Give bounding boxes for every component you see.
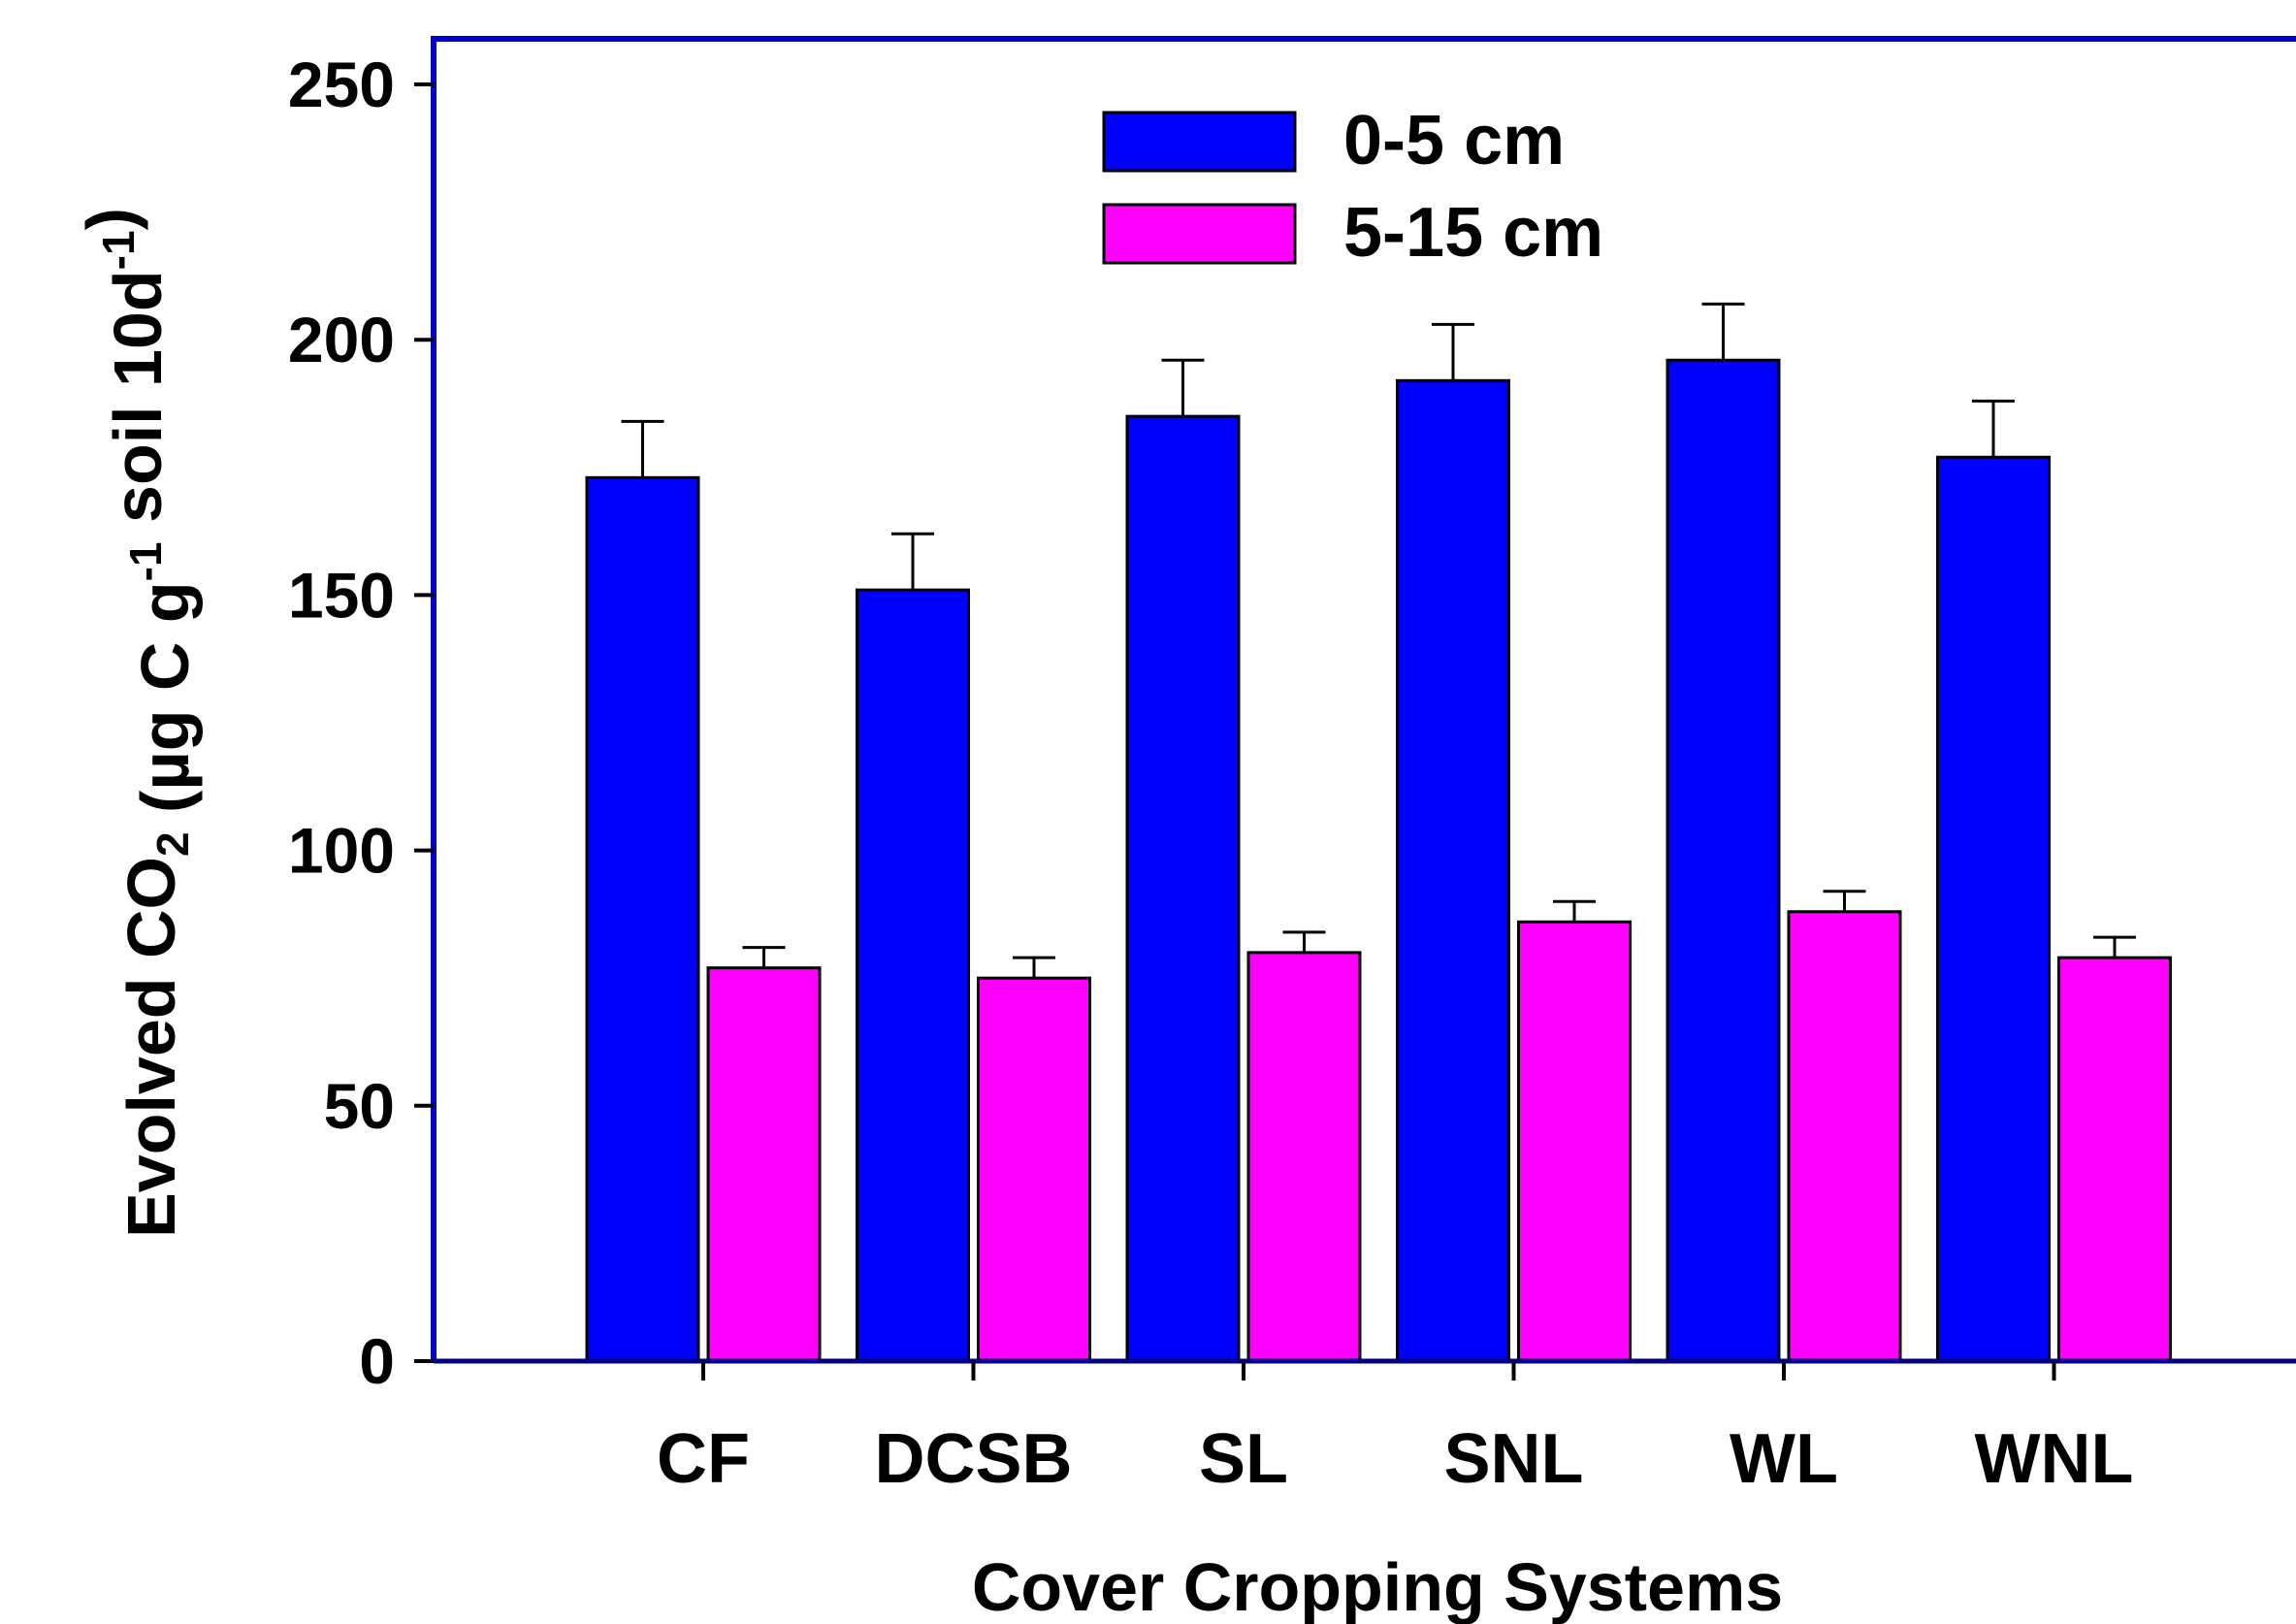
x-axis-title: Cover Cropping Systems bbox=[972, 1549, 1783, 1624]
axes: 0 50 100 150 200 250 CF DCSB SL SNL WL WNL bbox=[288, 49, 2296, 1498]
plot-border bbox=[431, 36, 2296, 1361]
legend-swatch-0-5cm bbox=[1102, 111, 1297, 173]
y-tick-label: 250 bbox=[288, 49, 395, 120]
y-tick-label: 50 bbox=[324, 1070, 395, 1142]
y-axis-title: Evolved CO2 (µg C g-1 soil 10d-1) bbox=[73, 208, 203, 1238]
bar-0-5cm-DCSB bbox=[856, 588, 970, 1363]
error-bars bbox=[621, 302, 2136, 979]
y-tick-label: 100 bbox=[288, 815, 395, 887]
bar-5-15cm-WNL bbox=[2057, 956, 2172, 1363]
bar-5-15cm-WL bbox=[1787, 910, 1902, 1363]
bar-5-15cm-SNL bbox=[1517, 920, 1632, 1363]
bar-5-15cm-DCSB bbox=[977, 976, 1091, 1363]
y-tick-label: 200 bbox=[288, 304, 395, 375]
legend: 0-5 cm 5-15 cm bbox=[1102, 102, 1603, 272]
category-label-SL: SL bbox=[1199, 1420, 1288, 1498]
bar-0-5cm-WNL bbox=[1936, 455, 2051, 1363]
category-label-WL: WL bbox=[1730, 1420, 1838, 1498]
bars bbox=[585, 358, 2172, 1363]
category-label-WNL: WNL bbox=[1975, 1420, 2134, 1498]
category-label-DCSB: DCSB bbox=[874, 1420, 1072, 1498]
y-tick-label: 150 bbox=[288, 559, 395, 631]
legend-swatch-5-15cm bbox=[1102, 203, 1297, 265]
bar-0-5cm-CF bbox=[585, 475, 700, 1363]
bar-5-15cm-CF bbox=[706, 966, 822, 1363]
category-label-SNL: SNL bbox=[1444, 1420, 1584, 1498]
category-label-CF: CF bbox=[657, 1420, 750, 1498]
bar-0-5cm-SL bbox=[1125, 414, 1241, 1363]
y-tick-label: 0 bbox=[359, 1325, 395, 1397]
bar-0-5cm-SNL bbox=[1396, 378, 1510, 1363]
legend-label-0-5cm: 0-5 cm bbox=[1343, 102, 1565, 179]
bar-5-15cm-SL bbox=[1246, 951, 1362, 1363]
legend-label-5-15cm: 5-15 cm bbox=[1343, 194, 1603, 272]
plot-frame bbox=[431, 36, 2296, 1361]
bar-0-5cm-WL bbox=[1665, 358, 1781, 1363]
